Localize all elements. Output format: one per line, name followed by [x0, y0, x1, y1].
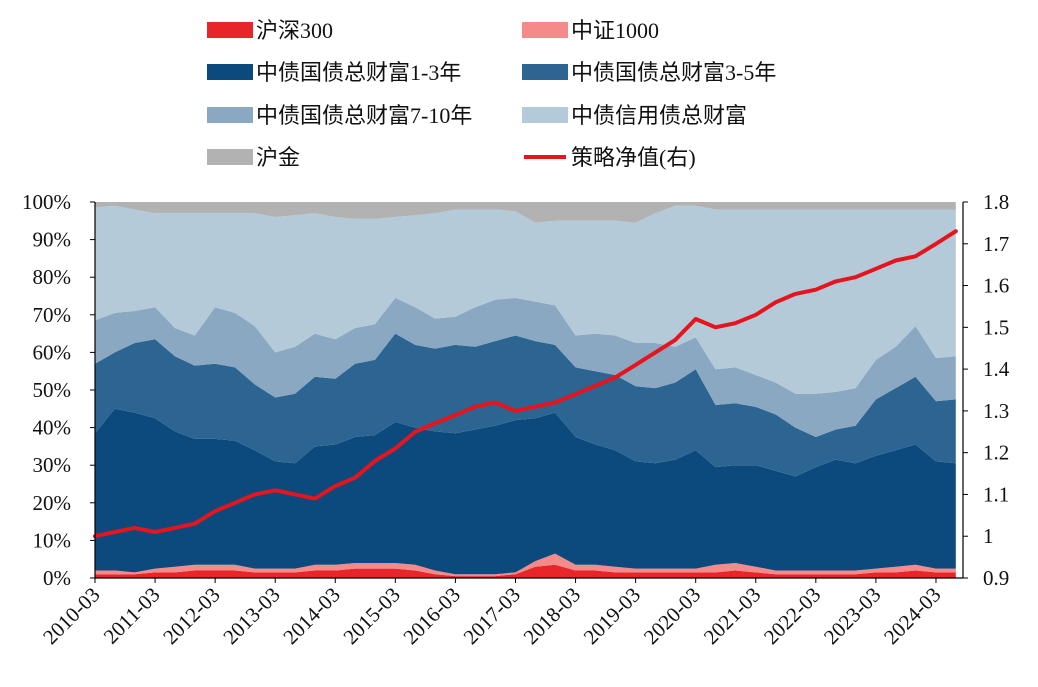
x-tick-label: 2019-03	[579, 583, 645, 649]
area-2	[95, 408, 956, 575]
legend-swatch	[207, 149, 253, 165]
legend-label: 中债国债总财富7-10年	[256, 103, 472, 128]
y-left-tick-label: 90%	[33, 228, 72, 252]
legend-label: 中证1000	[571, 18, 659, 43]
y-right-tick-label: 1.4	[983, 357, 1010, 381]
y-right-tick-label: 1.6	[983, 274, 1009, 298]
area-5	[95, 205, 956, 394]
y-left-tick-label: 80%	[33, 265, 72, 289]
legend-label: 策略净值(右)	[571, 145, 696, 170]
area-1	[95, 553, 956, 577]
x-tick-label: 2011-03	[99, 583, 165, 649]
y-right-tick-label: 1.8	[983, 190, 1009, 214]
x-tick-label: 2013-03	[218, 583, 284, 649]
legend-label: 沪深300	[256, 18, 333, 43]
area-4	[95, 297, 956, 437]
y-right-tick-label: 1.2	[983, 441, 1009, 465]
legend-label: 沪金	[256, 145, 300, 170]
legend-label: 中债信用债总财富	[571, 103, 747, 128]
nav-line-0	[93, 229, 958, 539]
y-right-tick-label: 1.1	[983, 482, 1009, 506]
y-right-tick-label: 0.9	[983, 566, 1009, 590]
x-tick-label: 2020-03	[639, 583, 705, 649]
y-left-tick-label: 40%	[33, 416, 72, 440]
x-tick-label: 2015-03	[338, 583, 404, 649]
area-0	[95, 564, 956, 578]
y-right-tick-label: 1.3	[983, 399, 1009, 423]
stacked-areas	[95, 202, 956, 578]
y-left-tick-label: 70%	[33, 303, 72, 327]
y-right-tick-label: 1	[983, 524, 994, 548]
x-tick-label: 2017-03	[459, 583, 525, 649]
legend-swatch	[522, 22, 568, 38]
x-tick-label: 2018-03	[519, 583, 585, 649]
x-tick-label: 2023-03	[819, 583, 885, 649]
y-left-tick-label: 100%	[22, 190, 71, 214]
y-left-tick-label: 50%	[33, 378, 72, 402]
x-tick-label: 2014-03	[278, 583, 344, 649]
y-right-tick-label: 1.5	[983, 315, 1009, 339]
nav-line-layer	[93, 229, 958, 539]
x-tick-label: 2021-03	[699, 583, 765, 649]
y-right-tick-label: 1.7	[983, 232, 1009, 256]
area-3	[95, 333, 956, 477]
area-6	[95, 202, 956, 223]
x-tick-label: 2010-03	[38, 583, 104, 649]
y-left-tick-label: 30%	[33, 453, 72, 477]
legend-swatch	[207, 22, 253, 38]
legend-label: 中债国债总财富3-5年	[571, 60, 776, 85]
legend-label: 中债国债总财富1-3年	[256, 60, 461, 85]
legend-swatch	[522, 64, 568, 80]
x-tick-label: 2016-03	[398, 583, 464, 649]
legend: 沪深300 中证1000 中债国债总财富1-3年 中债国债总财富3-5年中债国债总财富…	[207, 18, 776, 170]
legend-swatch	[207, 107, 253, 123]
x-tick-label: 2022-03	[759, 583, 825, 649]
legend-swatch	[207, 64, 253, 80]
y-left-tick-label: 0%	[43, 566, 71, 590]
x-tick-label: 2024-03	[879, 583, 945, 649]
x-tick-label: 2012-03	[158, 583, 224, 649]
legend-swatch	[522, 107, 568, 123]
y-left-tick-label: 60%	[33, 340, 72, 364]
y-left-tick-label: 20%	[33, 491, 72, 515]
y-left-tick-label: 10%	[33, 528, 72, 552]
